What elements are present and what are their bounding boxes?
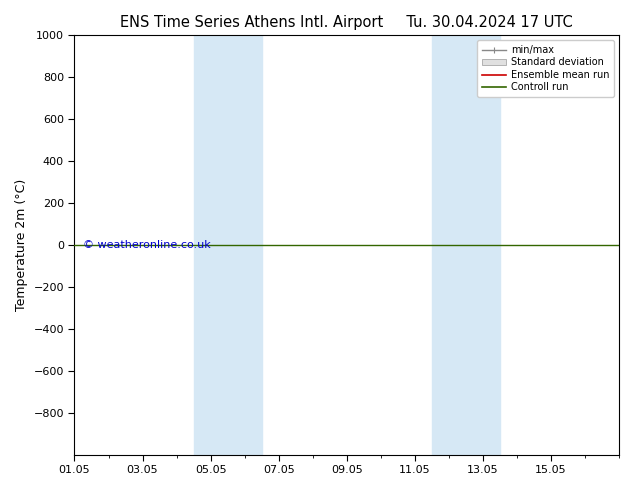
Y-axis label: Temperature 2m (°C): Temperature 2m (°C) (15, 179, 28, 311)
Bar (432, 35, 500, 455)
Bar (193, 35, 262, 455)
Legend: min/max, Standard deviation, Ensemble mean run, Controll run: min/max, Standard deviation, Ensemble me… (477, 40, 614, 97)
Title: ENS Time Series Athens Intl. Airport     Tu. 30.04.2024 17 UTC: ENS Time Series Athens Intl. Airport Tu.… (120, 15, 573, 30)
Text: © weatheronline.co.uk: © weatheronline.co.uk (82, 240, 210, 250)
